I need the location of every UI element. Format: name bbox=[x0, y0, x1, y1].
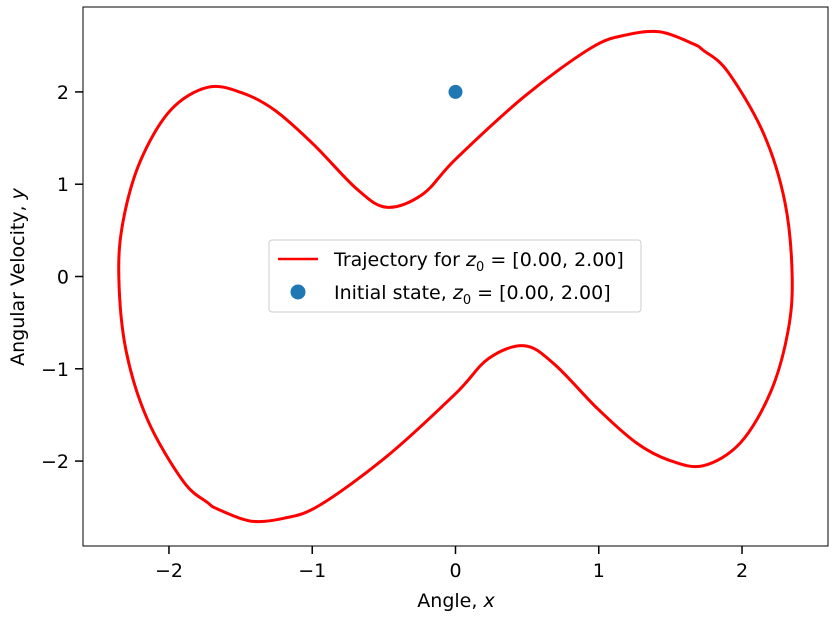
legend: Trajectory for z0 = [0.00, 2.00] Initial… bbox=[268, 239, 642, 313]
axes: −2 −1 0 1 2 −2 −1 0 1 2 bbox=[41, 6, 829, 582]
y-tick-label: 2 bbox=[57, 82, 69, 104]
legend-marker-swatch bbox=[290, 284, 306, 300]
y-tick-label: 0 bbox=[57, 267, 69, 289]
y-tick-label: 1 bbox=[57, 174, 69, 196]
x-tick-label: −2 bbox=[155, 560, 183, 582]
x-tick-label: 0 bbox=[449, 560, 461, 582]
initial-state-point bbox=[448, 84, 463, 99]
y-tick-label: −1 bbox=[41, 359, 69, 381]
legend-box bbox=[268, 239, 642, 313]
x-tick-label: −1 bbox=[298, 560, 326, 582]
y-tick-label: −2 bbox=[41, 451, 69, 473]
legend-label-trajectory: Trajectory for z0 = [0.00, 2.00] bbox=[333, 249, 624, 275]
x-tick-label: 1 bbox=[593, 560, 605, 582]
x-axis-label: Angle, x bbox=[417, 590, 495, 612]
legend-label-initial-state: Initial state, z0 = [0.00, 2.00] bbox=[334, 282, 611, 308]
plot-area bbox=[117, 29, 794, 524]
y-axis-label: Angular Velocity, y bbox=[7, 187, 29, 366]
x-tick-label: 2 bbox=[736, 560, 748, 582]
trajectory-line bbox=[117, 29, 794, 524]
